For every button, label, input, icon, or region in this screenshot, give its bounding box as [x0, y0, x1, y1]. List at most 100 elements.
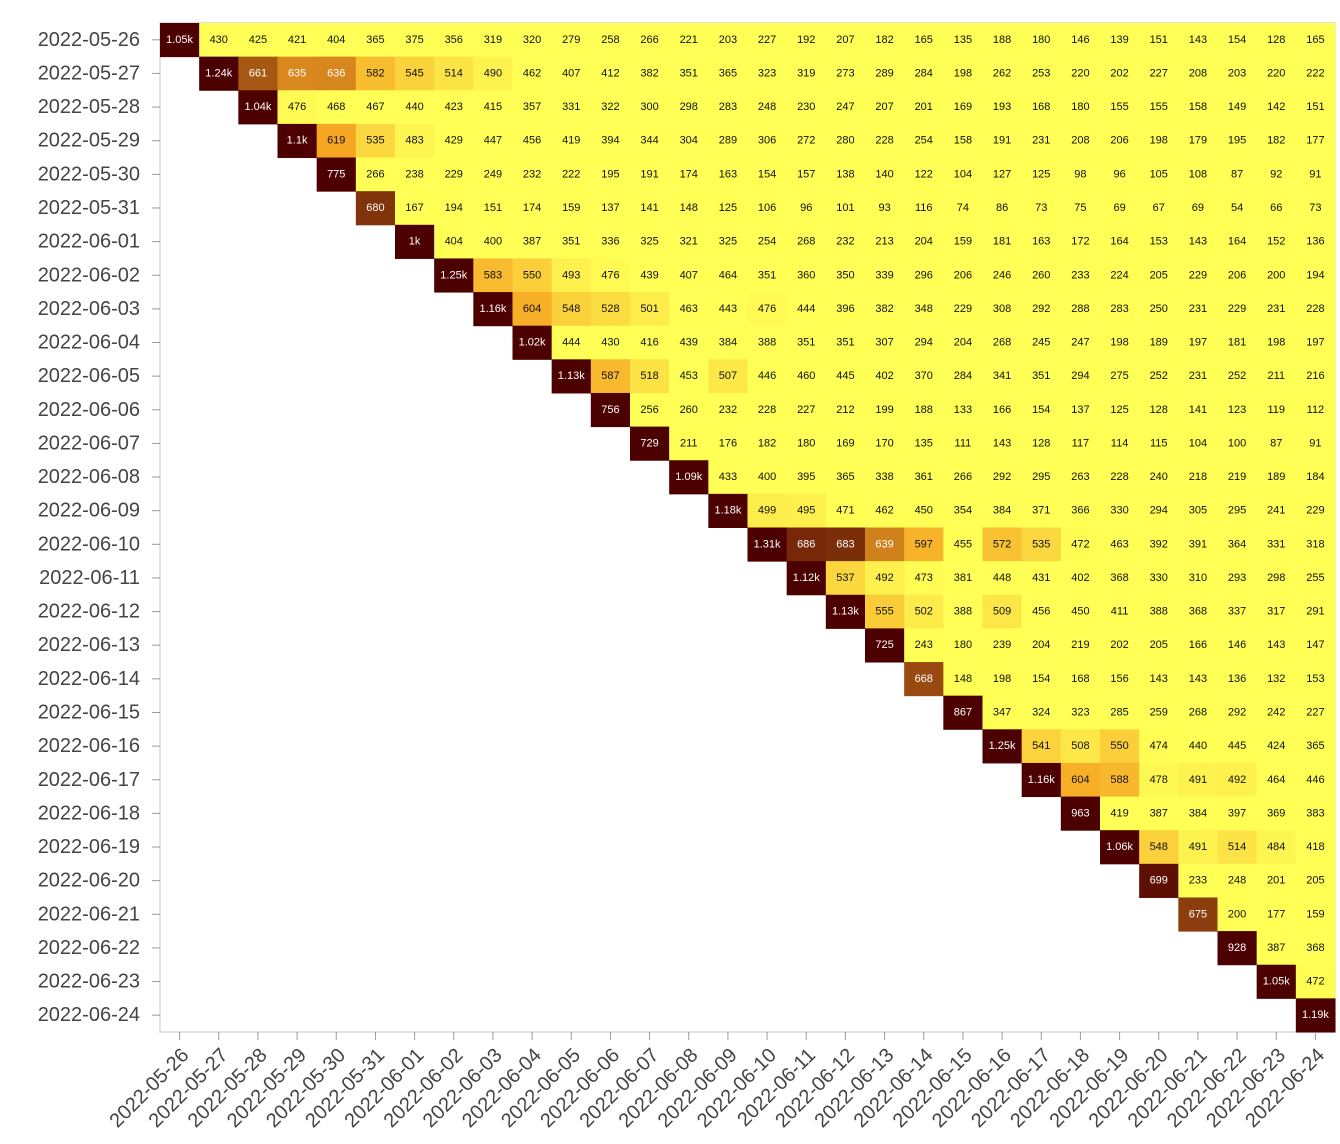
cell-label: 245 — [1032, 337, 1050, 349]
cell-label: 476 — [601, 269, 619, 281]
heat-cell — [982, 662, 1023, 697]
cell-label: 371 — [1032, 505, 1050, 517]
cell-label: 360 — [797, 269, 815, 281]
cell-label: 158 — [1189, 101, 1207, 113]
cell-label: 448 — [993, 572, 1011, 584]
heat-cell — [434, 56, 474, 91]
cell-label: 537 — [836, 572, 854, 584]
heat-cell — [277, 123, 318, 159]
heat-cell — [1178, 594, 1218, 629]
y-tick-label: 2022-06-20 — [38, 870, 140, 892]
cell-label: 298 — [680, 101, 698, 113]
cell-label: 446 — [1306, 774, 1324, 786]
heat-cell — [590, 191, 631, 226]
cell-label: 292 — [993, 471, 1011, 483]
heat-cell — [473, 224, 513, 259]
cell-label: 231 — [1267, 303, 1285, 315]
heat-cell — [865, 628, 905, 663]
cell-label: 347 — [993, 706, 1011, 718]
cell-label: 243 — [915, 639, 933, 651]
heat-cell — [160, 23, 200, 58]
cell-label: 191 — [640, 168, 658, 180]
y-tick-label: 2022-05-29 — [38, 130, 140, 152]
cell-label: 499 — [758, 505, 776, 517]
cell-label: 194 — [445, 202, 463, 214]
cell-label: 143 — [1267, 639, 1285, 651]
cell-label: 151 — [1306, 101, 1324, 113]
heat-cell — [316, 123, 357, 159]
cell-label: 149 — [1228, 101, 1246, 113]
cell-label: 291 — [1306, 606, 1324, 618]
cell-label: 198 — [954, 67, 972, 79]
heat-cell — [1256, 157, 1297, 192]
y-tick-label: 2022-06-08 — [38, 466, 140, 488]
heat-cell — [1139, 762, 1179, 798]
heat-cell — [1100, 662, 1140, 697]
cell-label: 172 — [1071, 236, 1089, 248]
heat-cell — [1100, 830, 1140, 865]
heat-cell — [1178, 157, 1218, 192]
cell-label: 419 — [562, 135, 580, 147]
heat-cell — [982, 460, 1023, 495]
cell-label: 683 — [836, 538, 854, 550]
cell-label: 233 — [1189, 875, 1207, 887]
heat-cell — [473, 191, 513, 226]
heat-cell — [1295, 325, 1336, 360]
cell-label: 639 — [875, 538, 893, 550]
cell-label: 619 — [327, 135, 345, 147]
cell-label: 294 — [1150, 505, 1168, 517]
y-tick-label: 2022-06-11 — [39, 567, 140, 589]
heat-cell — [1100, 56, 1140, 91]
heat-cell — [1060, 796, 1101, 831]
cell-label: 321 — [680, 236, 698, 248]
cell-label: 151 — [484, 202, 502, 214]
cell-label: 147 — [1306, 639, 1324, 651]
heat-cell — [708, 325, 748, 360]
heat-cell — [825, 527, 866, 562]
heat-cell — [1021, 695, 1062, 730]
cell-label: 729 — [640, 437, 658, 449]
heat-cell — [982, 695, 1023, 730]
cell-label: 222 — [562, 168, 580, 180]
heat-cell — [1139, 90, 1179, 125]
heat-cell — [865, 359, 905, 394]
heat-cell — [1295, 292, 1336, 327]
cell-label: 73 — [1309, 202, 1321, 214]
heat-cell — [825, 123, 866, 159]
cell-label: 208 — [1071, 135, 1089, 147]
cell-label: 195 — [601, 168, 619, 180]
heat-cell — [982, 426, 1023, 461]
heat-cell — [825, 561, 866, 596]
cell-label: 455 — [954, 538, 972, 550]
heat-cell — [473, 23, 513, 58]
heat-cell — [355, 157, 396, 192]
heat-cell — [1217, 796, 1258, 831]
heat-cell — [630, 224, 670, 259]
heat-cell — [395, 56, 435, 91]
heat-cell — [669, 191, 709, 226]
heat-cell — [1256, 56, 1297, 91]
cell-label: 325 — [719, 236, 737, 248]
cell-label: 548 — [1150, 841, 1168, 853]
cell-label: 253 — [1032, 67, 1050, 79]
heat-cell — [786, 426, 827, 461]
heat-cell — [943, 527, 983, 562]
heat-cell — [1139, 292, 1179, 327]
heat-cell — [825, 325, 866, 360]
cell-label: 550 — [523, 269, 541, 281]
cell-label: 545 — [405, 67, 423, 79]
cell-label: 1.12k — [793, 572, 820, 584]
cell-label: 157 — [797, 168, 815, 180]
cell-label: 174 — [523, 202, 541, 214]
cell-label: 259 — [1150, 706, 1168, 718]
cell-label: 154 — [1032, 404, 1050, 416]
cell-label: 192 — [797, 34, 815, 46]
cell-label: 400 — [484, 236, 502, 248]
cell-label: 319 — [797, 67, 815, 79]
cell-label: 221 — [680, 34, 698, 46]
heat-cell — [1178, 729, 1218, 764]
cell-label: 394 — [601, 135, 619, 147]
heat-cell — [1139, 157, 1179, 192]
cell-label: 493 — [562, 269, 580, 281]
